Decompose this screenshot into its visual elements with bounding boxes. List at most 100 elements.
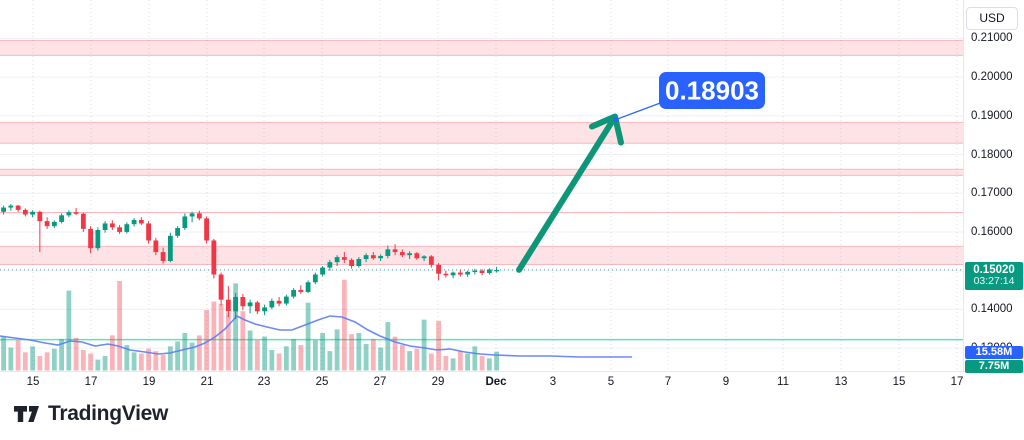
- tradingview-logo-mark: [14, 405, 39, 422]
- volume-bar: [320, 332, 325, 371]
- candle-body: [117, 227, 122, 232]
- volume-bar: [378, 347, 383, 371]
- price-tick-label: 0.21000: [971, 32, 1013, 45]
- volume-bar: [465, 353, 470, 371]
- candle-body: [327, 262, 333, 268]
- volume-bar: [37, 355, 43, 371]
- target-anchor-dot[interactable]: [613, 116, 619, 123]
- volume-bar: [269, 349, 275, 371]
- candle-body: [457, 272, 463, 275]
- candle-body: [1, 207, 7, 212]
- volume-bar: [472, 346, 478, 371]
- volume-bar: [494, 351, 499, 371]
- price-axis[interactable]: 0.130000.140000.160000.170000.180000.190…: [963, 0, 1024, 373]
- time-tick-label: 29: [431, 376, 445, 388]
- volume-bar: [8, 347, 14, 371]
- tradingview-logo[interactable]: TradingView: [13, 402, 168, 426]
- candle-body: [298, 290, 304, 292]
- volume-bar: [44, 352, 50, 371]
- volume-bar: [233, 283, 238, 371]
- time-tick-label: 27: [373, 376, 387, 388]
- tradingview-logo-text: TradingView: [48, 402, 169, 425]
- time-tick-label: Dec: [485, 376, 507, 388]
- volume-bar: [363, 343, 369, 371]
- candle-body: [262, 307, 267, 312]
- candle-body: [312, 274, 318, 283]
- candle-body: [334, 257, 340, 263]
- volume-bar: [385, 322, 391, 371]
- supply-zone-band[interactable]: [0, 246, 963, 265]
- volume-bar: [196, 335, 202, 371]
- volume-bar: [399, 345, 405, 371]
- candle-body: [44, 221, 50, 227]
- volume-bar: [428, 353, 434, 371]
- candle-body: [160, 252, 166, 261]
- volume-bar: [218, 303, 224, 371]
- volume-bar: [479, 355, 485, 371]
- current-price-badge: 0.15020 03:27:14: [965, 262, 1023, 290]
- volume-bar: [341, 279, 347, 371]
- volume-bar: [124, 345, 130, 371]
- candle-body: [421, 256, 427, 259]
- candle-body: [305, 282, 311, 292]
- volume-bar: [414, 348, 420, 371]
- candle-body: [37, 211, 43, 222]
- volume-bar: [392, 336, 398, 371]
- volume-bar: [66, 290, 72, 371]
- time-tick-label: 17: [84, 376, 98, 388]
- volume-bar: [327, 351, 333, 371]
- candle-body: [138, 219, 144, 224]
- supply-zone-band[interactable]: [0, 40, 963, 56]
- volume-bar: [312, 340, 318, 371]
- chart-pane[interactable]: 0.18903: [0, 0, 1024, 371]
- time-tick-label: 3: [549, 376, 557, 388]
- volume-bar: [443, 355, 449, 371]
- candle-body: [450, 272, 456, 276]
- volume-bar: [175, 341, 180, 371]
- candle-body: [465, 271, 470, 275]
- target-price-label-text: 0.18903: [665, 76, 759, 106]
- target-price-label-box[interactable]: [659, 72, 765, 109]
- candle-body: [146, 223, 151, 241]
- time-tick-label: 5: [607, 376, 615, 388]
- volume-bar: [73, 337, 79, 371]
- candle-body: [472, 270, 478, 273]
- price-tick-label: 0.17000: [971, 187, 1013, 200]
- currency-toggle-button[interactable]: USD: [966, 7, 1018, 30]
- candle-body: [109, 223, 115, 228]
- candle-body: [218, 274, 224, 300]
- supply-zone-band[interactable]: [0, 122, 963, 144]
- candle-body: [486, 269, 492, 273]
- volume-bar: [160, 354, 166, 371]
- time-axis[interactable]: 15 17 19 21 23 25 27 29 Dec 3 5 7 9 11 13 15 17: [0, 371, 1024, 395]
- volume-bar: [334, 329, 340, 371]
- volume-bar: [254, 340, 260, 371]
- candle-body: [204, 218, 209, 241]
- candle-body: [225, 299, 231, 312]
- price-tick-label: 0.18000: [971, 148, 1013, 161]
- candle-body: [15, 205, 21, 210]
- candle-body: [153, 240, 159, 253]
- candle-body: [95, 230, 101, 249]
- candle-body: [102, 223, 108, 231]
- volume-bar: [153, 351, 159, 371]
- volume-bar: [356, 332, 362, 371]
- candle-body: [8, 205, 14, 208]
- candle-body: [378, 255, 383, 259]
- candle-body: [385, 249, 391, 256]
- volume-bar: [182, 332, 188, 371]
- volume-bar: [51, 348, 57, 371]
- candle-body: [276, 300, 282, 304]
- time-tick-label: 13: [834, 376, 848, 388]
- candle-body: [356, 259, 362, 267]
- trend-arrow-shaft[interactable]: [516, 115, 617, 273]
- candle-body: [414, 253, 420, 259]
- trend-arrow-head[interactable]: [589, 113, 624, 146]
- volume-bar: [276, 353, 282, 371]
- supply-zone-band[interactable]: [0, 169, 963, 176]
- volume-bar: [204, 310, 209, 371]
- volume-bar: [211, 301, 217, 371]
- volume-bar: [22, 352, 28, 371]
- volume-bar: [1, 336, 7, 371]
- candle-body: [124, 224, 130, 232]
